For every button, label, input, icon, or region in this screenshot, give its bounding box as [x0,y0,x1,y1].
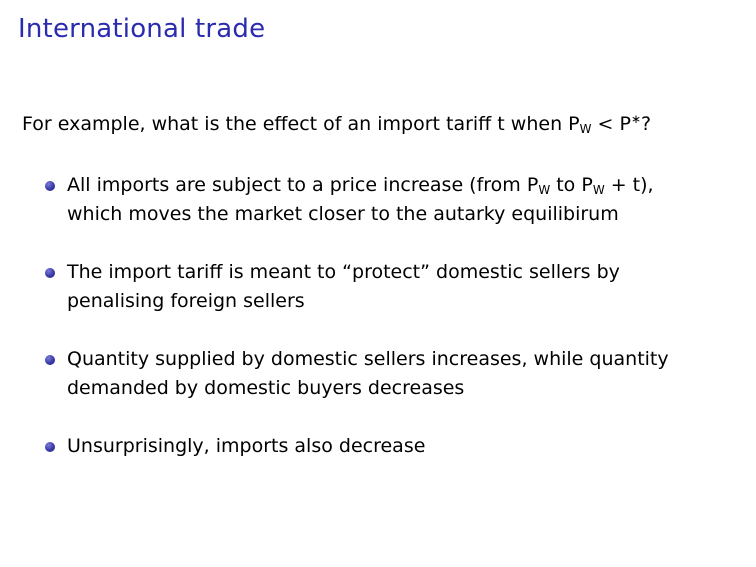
bullet-text: All imports are subject to a price incre… [67,174,539,196]
bullet-icon [45,181,55,191]
bullet-line: Unsurprisingly, imports also decrease [67,435,426,457]
bullet-line: The import tariff is meant to “protect” … [67,261,620,283]
bullet-line: Quantity supplied by domestic sellers in… [67,348,669,370]
intro-lead: For example, what is the effect of an im… [22,113,580,135]
bullet-icon [45,442,55,452]
bullet-icon [45,268,55,278]
bullet-line: which moves the market closer to the aut… [67,202,619,225]
bullet-line: penalising foreign sellers [67,289,305,312]
list-item: Quantity supplied by domestic sellers in… [44,345,744,402]
intro-subscript-w: W [579,122,592,136]
intro-question-mark: ? [641,113,652,135]
list-item: All imports are subject to a price incre… [44,171,744,228]
slide-title: International trade [18,14,266,44]
bullet-line: demanded by domestic buyers decreases [67,376,465,399]
bullet-line: All imports are subject to a price incre… [67,171,744,200]
subscript-w: W [592,183,605,197]
intro-superscript-star: ∗ [630,112,642,126]
list-item: Unsurprisingly, imports also decrease [44,432,744,461]
subscript-w: W [538,183,551,197]
intro-question: For example, what is the effect of an im… [22,113,651,135]
bullet-text: to P [550,174,593,196]
list-item: The import tariff is meant to “protect” … [44,258,744,315]
intro-p: P [619,113,631,135]
bullet-icon [45,355,55,365]
bullet-text: + t), [604,174,654,196]
intro-less-than: < [591,113,620,135]
bullet-list: All imports are subject to a price incre… [44,171,744,491]
